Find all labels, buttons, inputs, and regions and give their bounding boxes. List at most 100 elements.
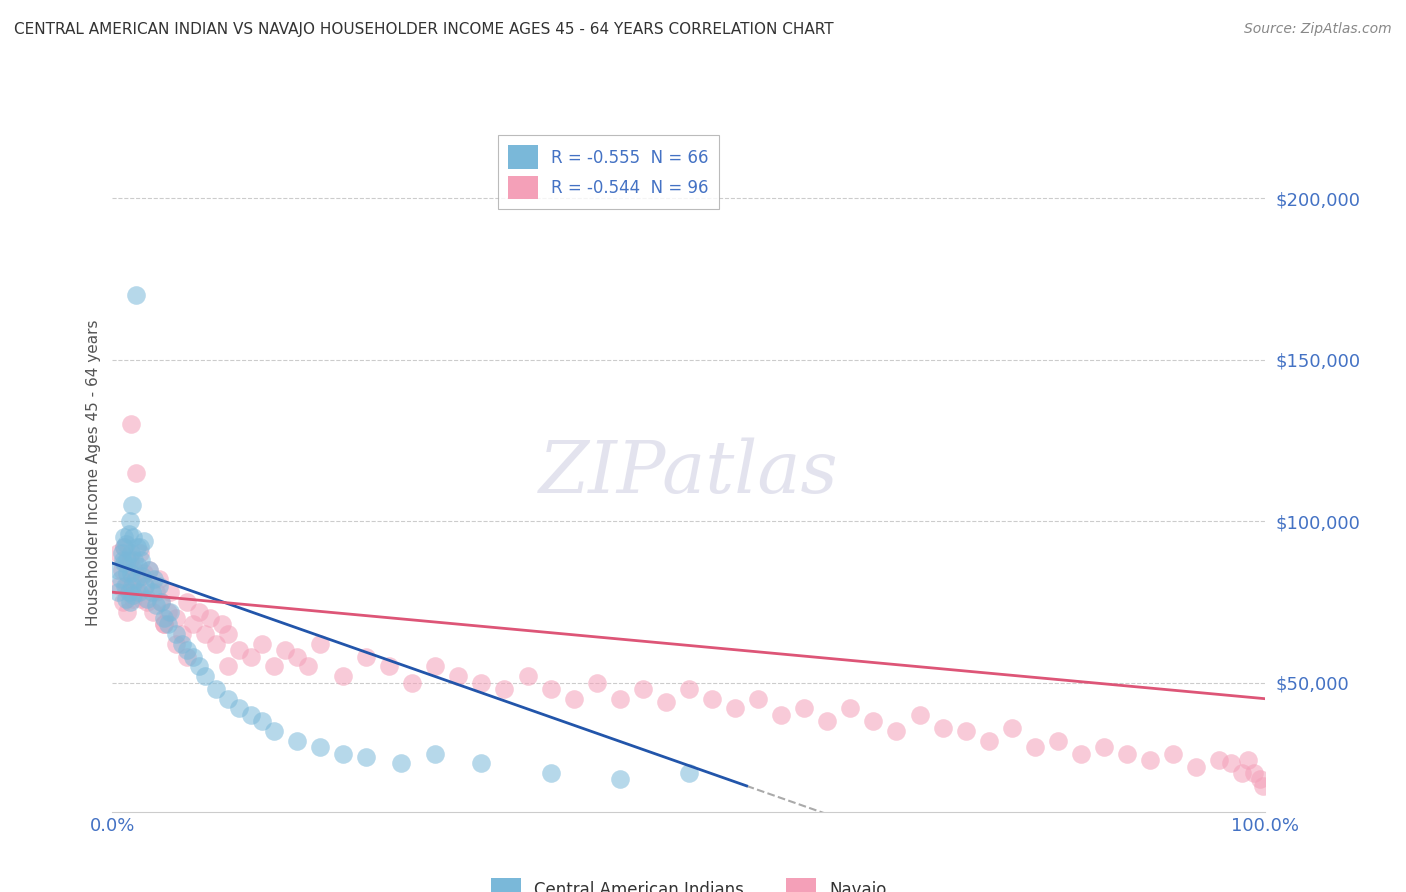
Point	[1251, 779, 1274, 793]
Point	[228, 643, 250, 657]
Point	[132, 533, 155, 548]
Y-axis label: Householder Income Ages 45 - 64 years: Householder Income Ages 45 - 64 years	[86, 319, 101, 626]
Point	[165, 627, 187, 641]
Point	[354, 749, 377, 764]
Point	[252, 637, 274, 651]
Point	[120, 417, 142, 432]
Point	[110, 572, 132, 586]
Point	[724, 701, 747, 715]
Point	[585, 675, 607, 690]
Point	[297, 659, 319, 673]
Point	[112, 530, 135, 544]
Point	[127, 559, 149, 574]
Point	[108, 579, 131, 593]
Point	[1185, 759, 1208, 773]
Point	[129, 591, 153, 606]
Point	[1070, 747, 1092, 761]
Point	[176, 643, 198, 657]
Point	[125, 585, 148, 599]
Point	[793, 701, 815, 715]
Point	[129, 540, 152, 554]
Point	[121, 572, 143, 586]
Point	[176, 649, 198, 664]
Point	[187, 659, 211, 673]
Point	[115, 537, 138, 551]
Point	[145, 585, 167, 599]
Point	[700, 691, 723, 706]
Point	[1092, 740, 1115, 755]
Point	[125, 540, 148, 554]
Point	[114, 579, 136, 593]
Point	[955, 724, 977, 739]
Point	[122, 591, 145, 606]
Point	[145, 598, 167, 612]
Point	[120, 546, 142, 560]
Point	[194, 627, 217, 641]
Point	[378, 659, 401, 673]
Point	[1237, 753, 1260, 767]
Point	[134, 579, 156, 593]
Point	[332, 747, 354, 761]
Point	[112, 556, 135, 570]
Point	[516, 669, 538, 683]
Point	[115, 591, 138, 606]
Point	[609, 772, 631, 787]
Point	[1243, 766, 1265, 780]
Point	[354, 649, 377, 664]
Point	[263, 724, 285, 739]
Point	[149, 595, 172, 609]
Point	[111, 563, 134, 577]
Point	[1219, 756, 1241, 771]
Point	[153, 617, 176, 632]
Point	[143, 572, 166, 586]
Point	[217, 627, 239, 641]
Point	[124, 563, 146, 577]
Point	[770, 707, 793, 722]
Point	[165, 637, 187, 651]
Point	[1046, 733, 1069, 747]
Point	[112, 540, 135, 554]
Point	[977, 733, 1000, 747]
Point	[470, 756, 492, 771]
Point	[181, 617, 204, 632]
Point	[153, 617, 176, 632]
Point	[285, 649, 308, 664]
Point	[121, 579, 143, 593]
Point	[217, 659, 239, 673]
Point	[115, 579, 138, 593]
Point	[117, 553, 139, 567]
Point	[148, 572, 170, 586]
Point	[678, 681, 700, 696]
Point	[117, 585, 139, 599]
Point	[205, 637, 228, 651]
Point	[128, 585, 150, 599]
Point	[159, 605, 181, 619]
Point	[120, 566, 142, 580]
Point	[239, 707, 262, 722]
Point	[1001, 721, 1024, 735]
Point	[1116, 747, 1139, 761]
Point	[217, 691, 239, 706]
Point	[117, 566, 139, 580]
Point	[107, 563, 129, 577]
Point	[631, 681, 654, 696]
Point	[111, 553, 134, 567]
Point	[118, 553, 141, 567]
Point	[1208, 753, 1230, 767]
Point	[141, 585, 163, 599]
Point	[1161, 747, 1184, 761]
Point	[159, 585, 181, 599]
Point	[447, 669, 470, 683]
Text: CENTRAL AMERICAN INDIAN VS NAVAJO HOUSEHOLDER INCOME AGES 45 - 64 YEARS CORRELAT: CENTRAL AMERICAN INDIAN VS NAVAJO HOUSEH…	[14, 22, 834, 37]
Point	[1232, 766, 1254, 780]
Point	[129, 553, 153, 567]
Point	[931, 721, 953, 735]
Point	[562, 691, 585, 706]
Point	[494, 681, 516, 696]
Point	[211, 617, 233, 632]
Point	[862, 714, 884, 729]
Point	[124, 288, 146, 302]
Point	[118, 595, 141, 609]
Point	[285, 733, 308, 747]
Point	[127, 572, 149, 586]
